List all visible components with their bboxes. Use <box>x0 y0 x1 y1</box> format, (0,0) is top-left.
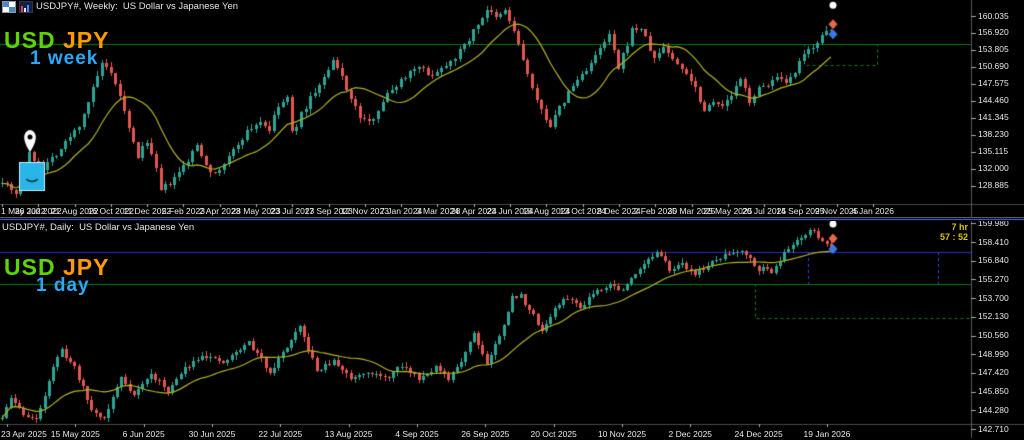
price-axis-label: 158.410 <box>978 236 1009 247</box>
daily-title-bar[interactable]: USDJPY#, Daily: US Dollar vs Japanese Ye… <box>2 222 194 234</box>
price-axis-label: 160.035 <box>978 10 1009 21</box>
grid-icon[interactable] <box>2 1 16 13</box>
time-axis-label: 11 Dec 2022 <box>123 206 171 216</box>
time-axis-label: 5 Feb 2023 <box>161 206 205 216</box>
time-axis-label: 13 Aug 2025 <box>324 429 373 439</box>
time-axis-label: 2 Feb 2025 <box>633 206 677 216</box>
time-axis-label: 10 Nov 2025 <box>597 429 647 439</box>
time-axis-label: 18 Aug 2024 <box>522 206 571 216</box>
time-axis-label: 28 Apr 2024 <box>450 206 497 216</box>
time-axis-label: 23 Jun 2024 <box>486 206 534 216</box>
time-axis-label: 7 Jan 2024 <box>380 206 423 216</box>
time-axis-label: 16 Oct 2022 <box>87 206 135 216</box>
price-axis-label: 159.980 <box>978 221 1009 228</box>
time-axis-label: 28 May 2023 <box>231 206 281 216</box>
weekly-chart-window: USDJPY#, Weekly: US Dollar vs Japanese Y… <box>0 0 1024 217</box>
time-axis-label: 22 Jul 2025 <box>258 429 303 439</box>
window-separator <box>0 217 1024 221</box>
price-axis-label: 141.345 <box>978 112 1009 123</box>
time-axis-label: 30 Jun 2025 <box>188 429 236 439</box>
time-axis-label: 1 May 2022 <box>1 206 46 216</box>
chart-icon[interactable] <box>19 1 33 13</box>
price-axis-label: 153.700 <box>978 292 1009 303</box>
price-axis-label: 156.920 <box>978 27 1009 38</box>
time-axis-label: 30 Mar 2025 <box>667 206 716 216</box>
price-axis-label: 155.270 <box>978 273 1009 284</box>
time-axis-label: 15 May 2025 <box>50 429 100 439</box>
time-axis-label: 6 Jun 2025 <box>122 429 165 439</box>
price-axis-label: 132.000 <box>978 163 1009 174</box>
weekly-chart-title: USDJPY#, Weekly: US Dollar vs Japanese Y… <box>36 1 239 12</box>
time-axis-label: 9 Nov 2025 <box>814 206 859 216</box>
price-axis-label: 144.460 <box>978 95 1009 106</box>
price-axis-label: 144.280 <box>978 404 1009 415</box>
time-axis-label: 8 Dec 2024 <box>597 206 641 216</box>
time-axis-label: 20 Oct 2025 <box>530 429 577 439</box>
time-axis-label: 2 Apr 2023 <box>199 206 241 216</box>
time-axis-label: 4 Jan 2026 <box>851 206 894 216</box>
weekly-chart-canvas[interactable] <box>0 0 1024 217</box>
time-axis-label: 23 Jul 2023 <box>270 206 315 216</box>
weekly-title-bar[interactable]: USDJPY#, Weekly: US Dollar vs Japanese Y… <box>2 1 238 13</box>
price-axis-label: 156.840 <box>978 255 1009 266</box>
price-axis-label: 153.805 <box>978 44 1009 55</box>
time-axis-label: 19 Jan 2026 <box>803 429 851 439</box>
price-axis-label: 147.420 <box>978 367 1009 378</box>
time-axis-label: 12 Nov 2023 <box>340 206 389 216</box>
daily-chart-canvas[interactable] <box>0 221 1024 440</box>
time-axis-label: 20 Jul 2025 <box>742 206 787 216</box>
price-axis-label: 152.130 <box>978 311 1009 322</box>
price-axis-label: 142.710 <box>978 423 1009 434</box>
time-axis-label: 25 May 2025 <box>703 206 753 216</box>
price-axis-label: 128.885 <box>978 180 1009 190</box>
price-axis-label: 145.850 <box>978 386 1009 397</box>
price-axis-label: 150.690 <box>978 61 1009 72</box>
time-axis-label: 13 Oct 2024 <box>559 206 606 216</box>
time-axis-label: 23 Apr 2025 <box>1 429 47 439</box>
time-axis-label: 17 Sep 2023 <box>304 206 353 216</box>
daily-chart-title: USDJPY#, Daily: US Dollar vs Japanese Ye… <box>2 222 195 233</box>
time-axis-label: 26 Jun 2022 <box>14 206 62 216</box>
time-axis-label: 14 Sep 2025 <box>776 206 825 216</box>
time-axis-label: 3 Mar 2024 <box>415 206 459 216</box>
time-axis-label: 26 Sep 2025 <box>461 429 510 439</box>
price-axis-label: 150.560 <box>978 330 1009 340</box>
price-axis-label: 148.990 <box>978 348 1009 359</box>
time-axis-label: 2 Dec 2025 <box>668 429 713 439</box>
bar-countdown-timer: 57 : 52 <box>939 232 968 242</box>
price-axis-label: 147.575 <box>978 78 1009 89</box>
daily-chart-window: USDJPY#, Daily: US Dollar vs Japanese Ye… <box>0 221 1024 440</box>
time-axis-label: 21 Aug 2022 <box>50 206 99 216</box>
price-axis-label: 138.230 <box>978 129 1009 140</box>
time-axis-label: 4 Sep 2025 <box>395 429 439 439</box>
price-axis-label: 135.115 <box>978 146 1009 157</box>
bar-countdown-hours: 7 hr <box>951 222 968 232</box>
time-axis-label: 24 Dec 2025 <box>734 429 783 439</box>
